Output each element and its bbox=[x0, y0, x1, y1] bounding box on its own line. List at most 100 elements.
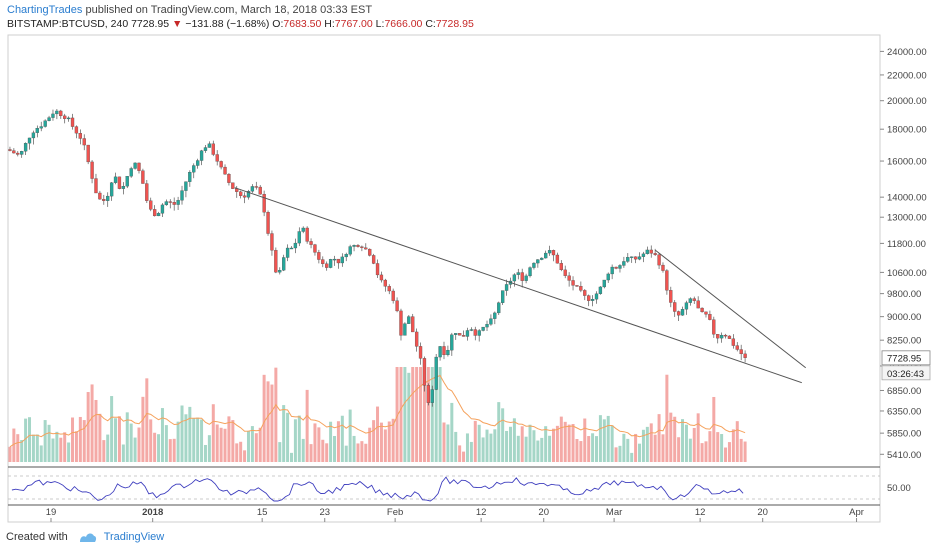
volume-bar bbox=[188, 406, 192, 462]
change-value: −131.88 (−1.68%) bbox=[185, 18, 270, 30]
volume-bar bbox=[356, 443, 360, 462]
price-tick-label: 6350.00 bbox=[887, 406, 921, 417]
volume-bar bbox=[223, 428, 227, 462]
volume-bar bbox=[321, 439, 325, 462]
candle-body bbox=[51, 113, 55, 118]
candle-body bbox=[418, 346, 423, 359]
volume-bar bbox=[47, 424, 51, 462]
volume-bar bbox=[207, 435, 211, 462]
price-tick-label: 11800.00 bbox=[887, 239, 926, 250]
candle-body bbox=[583, 290, 587, 296]
volume-bar bbox=[172, 438, 176, 462]
volume-bar bbox=[63, 432, 67, 462]
time-tick-label: 20 bbox=[757, 507, 768, 518]
candle-body bbox=[719, 334, 724, 339]
candle-body bbox=[559, 263, 563, 271]
candle-body bbox=[82, 138, 86, 146]
candle-body bbox=[348, 246, 352, 255]
candle-body bbox=[391, 290, 395, 301]
trendlines bbox=[234, 187, 807, 384]
candle-body bbox=[633, 256, 638, 260]
price-tick-label: 14000.00 bbox=[887, 193, 927, 204]
footer: Created with TradingView bbox=[6, 531, 164, 543]
candle-body bbox=[477, 330, 481, 336]
volume-bar bbox=[28, 417, 32, 462]
volume-bar bbox=[270, 384, 274, 462]
candle-body bbox=[285, 247, 290, 258]
candle-body bbox=[512, 274, 517, 282]
volume-bar bbox=[727, 442, 731, 462]
volume-bar bbox=[638, 443, 642, 462]
volume-bar bbox=[497, 402, 501, 462]
candle-body bbox=[301, 227, 305, 232]
trendline-1 bbox=[234, 187, 802, 384]
candle-body bbox=[27, 137, 32, 144]
publisher-line: ChartingTrades published on TradingView.… bbox=[7, 4, 372, 16]
volume-bar bbox=[661, 434, 665, 462]
candle-body bbox=[375, 263, 380, 276]
volume-bar bbox=[622, 433, 626, 462]
candle-body bbox=[614, 266, 618, 269]
volume-bar bbox=[293, 419, 297, 462]
candle-body bbox=[501, 290, 505, 303]
volume-bar bbox=[446, 424, 450, 462]
candle-body bbox=[203, 147, 208, 151]
volume-bar bbox=[376, 406, 380, 462]
volume-bar bbox=[383, 429, 387, 462]
candle-body bbox=[160, 204, 165, 214]
volume-bar bbox=[696, 413, 700, 462]
volume-bar bbox=[422, 367, 426, 462]
volume-bar bbox=[411, 367, 415, 462]
volume-bar bbox=[168, 439, 172, 462]
volume-bar bbox=[610, 425, 614, 462]
candle-body bbox=[567, 275, 571, 281]
volume-bar bbox=[606, 415, 610, 462]
candle-body bbox=[516, 272, 520, 275]
volume-bar bbox=[469, 441, 473, 462]
volume-bar bbox=[12, 428, 16, 462]
time-tick-label: 2018 bbox=[142, 507, 163, 518]
candle-body bbox=[184, 181, 188, 191]
volume-bar bbox=[110, 396, 114, 462]
candle-body bbox=[547, 250, 552, 254]
candle-body bbox=[223, 166, 227, 175]
volume-bar bbox=[419, 367, 423, 462]
price-tick-label: 9000.00 bbox=[887, 312, 921, 323]
volume-bar bbox=[450, 402, 454, 462]
candle-body bbox=[156, 213, 161, 217]
candle-body bbox=[680, 309, 685, 316]
candle-body bbox=[438, 346, 442, 358]
price-tick-label: 10600.00 bbox=[887, 268, 927, 279]
volume-bar bbox=[35, 434, 39, 462]
tradingview-link[interactable]: TradingView bbox=[103, 531, 165, 543]
volume-bar bbox=[512, 418, 516, 462]
candle-body bbox=[145, 183, 149, 201]
candle-body bbox=[532, 262, 536, 268]
countdown-tag bbox=[881, 365, 931, 381]
volume-bar bbox=[336, 421, 340, 462]
volume-bar bbox=[493, 429, 497, 462]
candle-body bbox=[716, 334, 720, 339]
volume-bar bbox=[368, 427, 372, 462]
volume-bar bbox=[731, 429, 735, 462]
volume-bar bbox=[333, 436, 337, 462]
candle-body bbox=[207, 143, 212, 148]
author-link[interactable]: ChartingTrades bbox=[7, 4, 83, 16]
volume-bar bbox=[739, 438, 743, 462]
volume-bar bbox=[645, 426, 649, 462]
close-label: C: bbox=[425, 18, 436, 30]
volume-bar bbox=[278, 442, 282, 462]
volume-bar bbox=[583, 418, 587, 462]
candle-body bbox=[129, 168, 133, 177]
volume-bar bbox=[473, 420, 477, 462]
candle-body bbox=[422, 358, 427, 386]
candle-body bbox=[70, 117, 75, 127]
volume-bar bbox=[329, 421, 333, 462]
time-tick-label: Mar bbox=[606, 507, 622, 518]
candle-body bbox=[352, 245, 356, 247]
price-tick-label: 18000.00 bbox=[887, 125, 927, 136]
candle-body bbox=[524, 275, 528, 281]
low-label: L: bbox=[375, 18, 385, 30]
candle-body bbox=[414, 331, 419, 347]
